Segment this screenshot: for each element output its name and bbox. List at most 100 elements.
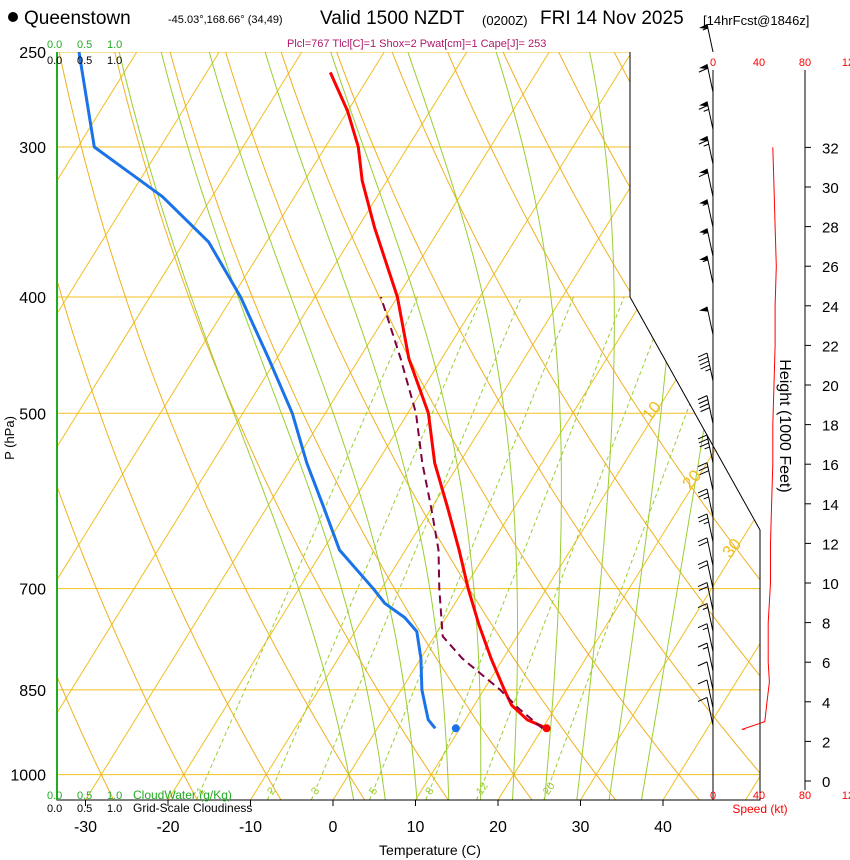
wind-barb-full xyxy=(698,356,709,362)
cloudiness-axis-title: Grid-Scale Cloudiness xyxy=(133,801,252,815)
height-tick-label: 30 xyxy=(822,180,839,197)
wind-barb-pennant xyxy=(699,306,709,312)
cloudiness-tick-top: 0.0 xyxy=(47,55,62,67)
wind-barb-full xyxy=(697,513,708,519)
mixing-ratio-label: 5 xyxy=(367,785,380,797)
height-tick-label: 14 xyxy=(822,497,839,514)
wind-barb xyxy=(697,537,714,566)
wind-barb xyxy=(697,603,714,632)
wind-barb-full xyxy=(697,352,708,358)
wind-barb xyxy=(697,488,714,518)
forecast-date: FRI 14 Nov 2025 xyxy=(540,8,684,29)
isotherm-line xyxy=(57,52,303,800)
mixing-ratio-line xyxy=(368,296,575,800)
wind-barb-half xyxy=(704,446,710,450)
cloudiness-tick-bottom: 0.5 xyxy=(77,803,92,815)
height-tick-label: 28 xyxy=(822,220,839,237)
wind-barb-full xyxy=(699,403,709,409)
wind-barb-full xyxy=(699,360,709,366)
wind-barb-staff xyxy=(706,697,714,726)
zulu-time: (0200Z) xyxy=(482,13,528,28)
wind-barb-full xyxy=(697,434,708,440)
pressure-tick-label: 700 xyxy=(19,582,46,599)
temperature-tick-label: -10 xyxy=(239,819,262,836)
wind-barb-full xyxy=(698,67,709,73)
wind-barb xyxy=(697,679,714,709)
wind-barb xyxy=(697,462,714,491)
height-tick-label: 24 xyxy=(822,299,839,316)
wind-barb-staff xyxy=(706,643,714,672)
wind-barb-full xyxy=(697,462,708,468)
wind-barb xyxy=(697,623,714,652)
wind-barb xyxy=(698,136,714,165)
wind-barb-staff xyxy=(706,560,714,589)
wind-barb-full xyxy=(698,399,709,405)
wind-barb-staff xyxy=(706,255,714,284)
x-axis-title: Temperature (C) xyxy=(379,842,481,858)
wind-barb-staff xyxy=(706,537,714,566)
dry-adiabat-line xyxy=(57,52,115,800)
wind-barb-full xyxy=(698,517,709,523)
wind-barb-full xyxy=(697,661,708,667)
wind-barb-staff xyxy=(706,352,714,382)
mixing-ratio-line xyxy=(543,296,730,800)
cloudiness-tick-bottom: 0.0 xyxy=(47,803,62,815)
wind-barb xyxy=(698,168,714,197)
wind-barb-staff xyxy=(706,395,714,424)
wind-barb-staff xyxy=(706,623,714,652)
wind-barb-full xyxy=(699,442,709,448)
moist-adiabat-line xyxy=(576,52,615,800)
wind-barb-full xyxy=(698,564,709,570)
wind-barb-full xyxy=(698,586,709,591)
wind-barb-full xyxy=(698,139,709,145)
wind-barb-half xyxy=(702,231,709,235)
wind-barb xyxy=(698,64,714,93)
location-bullet-icon xyxy=(8,12,18,22)
wind-barb-full xyxy=(697,642,708,648)
wind-barb-pennant xyxy=(699,64,709,70)
wind-barb xyxy=(697,395,714,424)
valid-time: Valid 1500 NZDT xyxy=(320,8,465,29)
location-title: Queenstown xyxy=(8,8,131,30)
wind-barb xyxy=(699,306,714,335)
isotherm-line xyxy=(57,52,138,800)
series-layer xyxy=(77,52,551,733)
dry-adiabat-line xyxy=(58,52,366,800)
wind-barb xyxy=(699,255,714,284)
moist-adiabat-line xyxy=(407,52,518,800)
wind-barb-pennant xyxy=(699,101,709,107)
location-coordinates: -45.03°,168.66° (34,49) xyxy=(168,14,283,26)
wind-barb-full xyxy=(698,541,709,547)
mixing-ratio-label: 2 xyxy=(265,785,278,797)
mixing-ratio-label: 20 xyxy=(541,780,558,797)
wind-barb-full xyxy=(698,172,709,178)
height-tick-label: 26 xyxy=(822,259,839,276)
dry-adiabat-line xyxy=(502,52,760,800)
moist-adiabat-line xyxy=(495,52,562,800)
wind-barb-half xyxy=(702,646,709,650)
pressure-tick-label: 400 xyxy=(19,290,46,307)
dry-adiabat-line xyxy=(558,52,760,800)
isotherm-line xyxy=(85,52,550,800)
height-tick-label: 10 xyxy=(822,576,839,593)
wind-barb xyxy=(697,696,714,726)
temperature-tick-label: -20 xyxy=(156,819,179,836)
dry-adiabat-line xyxy=(447,52,760,800)
speed-tick-label-bottom: 0 xyxy=(710,790,716,802)
wind-barb-staff xyxy=(706,582,714,611)
pressure-tick-label: 250 xyxy=(19,45,46,62)
isotherm-line xyxy=(57,52,220,800)
cloud-water-tick-bottom: 1.0 xyxy=(107,790,122,802)
temperature-tick-label: 30 xyxy=(572,819,590,836)
moist-adiabat-line xyxy=(641,52,753,800)
cloud-water-tick-top: 0.5 xyxy=(77,39,92,51)
wind-barb-full xyxy=(699,470,709,476)
cloudiness-tick-top: 0.5 xyxy=(77,55,92,67)
wind-barb-staff xyxy=(706,101,714,130)
wind-barb xyxy=(698,101,714,130)
wind-barb-pennant xyxy=(699,199,709,205)
wind-barb-pennant xyxy=(699,24,709,29)
wind-barb-staff xyxy=(706,199,714,228)
y-axis-title: P (hPa) xyxy=(2,416,17,460)
wind-barb-full xyxy=(697,488,708,494)
